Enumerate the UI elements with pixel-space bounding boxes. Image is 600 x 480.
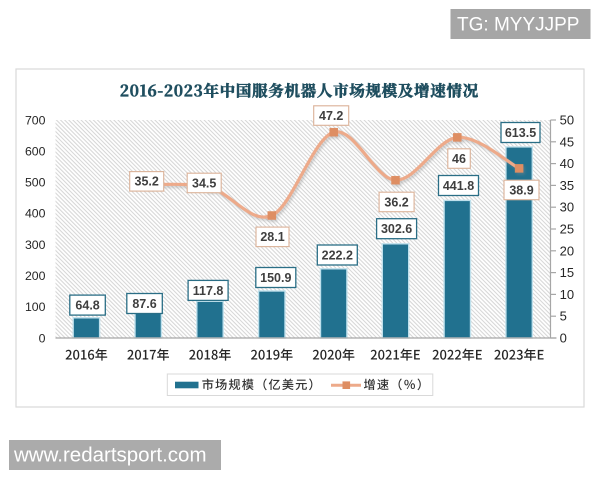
svg-text:600: 600	[25, 144, 46, 158]
svg-text:200: 200	[25, 269, 46, 283]
svg-text:87.6: 87.6	[132, 297, 156, 311]
svg-text:30: 30	[560, 200, 574, 215]
svg-text:35: 35	[560, 178, 574, 193]
svg-text:500: 500	[25, 176, 46, 190]
svg-text:50: 50	[560, 113, 574, 128]
svg-text:613.5: 613.5	[505, 126, 536, 140]
svg-text:38.9: 38.9	[509, 183, 533, 197]
svg-text:TG: MYYJJPP: TG: MYYJJPP	[457, 15, 579, 36]
svg-text:47.2: 47.2	[319, 109, 343, 123]
svg-text:441.8: 441.8	[443, 179, 474, 193]
svg-text:20: 20	[560, 243, 574, 258]
svg-text:35.2: 35.2	[135, 175, 159, 189]
svg-text:100: 100	[25, 300, 46, 314]
svg-text:302.6: 302.6	[381, 222, 412, 236]
svg-text:700: 700	[25, 113, 46, 127]
svg-text:36.2: 36.2	[384, 195, 408, 209]
svg-text:10: 10	[560, 287, 574, 302]
svg-text:15: 15	[560, 265, 574, 280]
svg-text:28.1: 28.1	[260, 230, 284, 244]
svg-text:40: 40	[560, 156, 574, 171]
svg-text:64.8: 64.8	[75, 299, 99, 313]
svg-text:222.2: 222.2	[322, 248, 353, 262]
svg-text:117.8: 117.8	[193, 284, 224, 298]
svg-text:www.redartsport.com: www.redartsport.com	[13, 444, 207, 467]
svg-text:150.9: 150.9	[260, 271, 291, 285]
svg-text:0: 0	[560, 331, 567, 346]
svg-text:400: 400	[25, 207, 46, 221]
svg-text:5: 5	[560, 309, 567, 324]
svg-text:300: 300	[25, 238, 46, 252]
svg-text:46: 46	[452, 152, 466, 166]
svg-text:25: 25	[560, 222, 574, 237]
svg-text:34.5: 34.5	[192, 176, 216, 190]
svg-text:45: 45	[560, 134, 574, 149]
svg-text:0: 0	[39, 331, 46, 345]
